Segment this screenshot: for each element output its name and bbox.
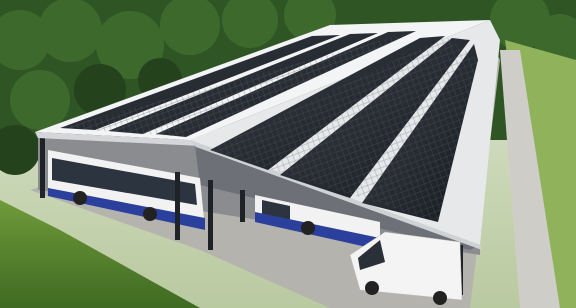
page xyxy=(0,0,576,308)
scene xyxy=(0,0,576,308)
